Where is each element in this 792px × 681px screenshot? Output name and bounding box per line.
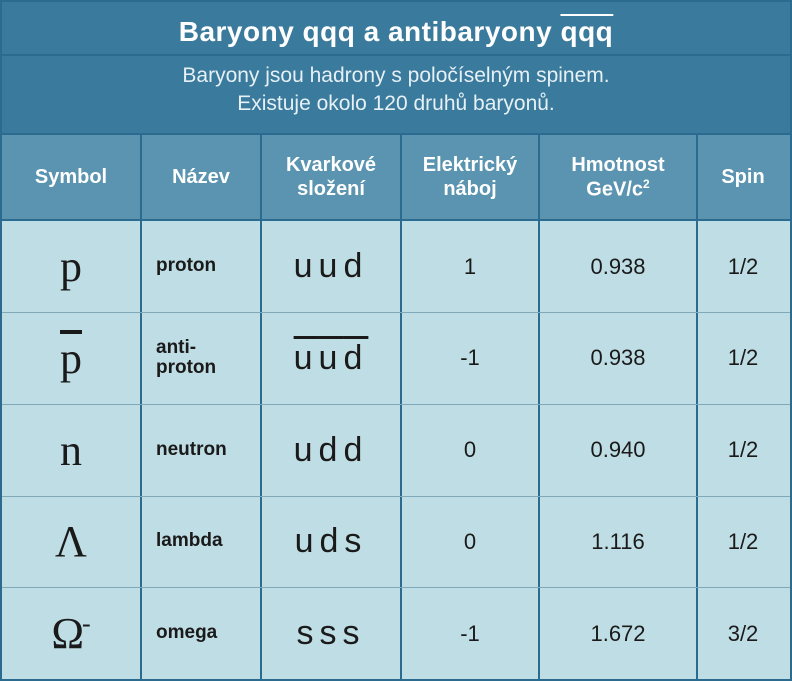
cell-name: proton [142, 221, 262, 312]
column-headers: Symbol Název Kvarkové složení Elektrický… [2, 135, 790, 222]
cell-quark: sss [262, 588, 402, 679]
header-mass-line2-prefix: GeV/c [586, 178, 643, 200]
cell-symbol: Λ [2, 497, 142, 588]
cell-symbol: Ω- [2, 588, 142, 679]
cell-charge: -1 [402, 588, 540, 679]
table-body: pprotonuud10.9381/2panti-protonuud-10.93… [2, 221, 790, 679]
table-row: Ω-omega sss -11.6723/2 [2, 588, 790, 679]
cell-symbol: p [2, 221, 142, 312]
header-mass-line1: Hmotnost [571, 154, 664, 176]
subtitle-line-1: Baryony jsou hadrony s poločíselným spin… [12, 62, 780, 90]
cell-mass: 1.672 [540, 588, 698, 679]
table-row: Λlambda uds 01.1161/2 [2, 497, 790, 589]
quark-composition: udd [294, 431, 369, 470]
header-name: Název [142, 135, 262, 220]
title-prefix: Baryony qqq a antibaryony [179, 16, 561, 47]
header-mass-exp: 2 [643, 177, 650, 191]
table-row: p anti-proton uud -10.9381/2 [2, 313, 790, 405]
cell-spin: 1/2 [698, 221, 788, 312]
cell-spin: 1/2 [698, 313, 788, 404]
particle-symbol: p [60, 241, 82, 292]
cell-mass: 1.116 [540, 497, 698, 588]
cell-symbol: n [2, 405, 142, 496]
quark-composition: uud [294, 247, 369, 286]
title-row: Baryony qqq a antibaryony qqq [2, 2, 790, 56]
table-row: n neutron udd 00.9401/2 [2, 405, 790, 497]
cell-charge: 0 [402, 497, 540, 588]
cell-quark: uud [262, 221, 402, 312]
header-mass: Hmotnost GeV/c2 [540, 135, 698, 220]
cell-quark: udd [262, 405, 402, 496]
header-quark: Kvarkové složení [262, 135, 402, 220]
cell-charge: 1 [402, 221, 540, 312]
cell-charge: -1 [402, 313, 540, 404]
cell-spin: 3/2 [698, 588, 788, 679]
header-spin: Spin [698, 135, 788, 220]
quark-composition: uds [295, 522, 368, 561]
particle-symbol: p [60, 333, 82, 384]
subtitle-row: Baryony jsou hadrony s poločíselným spin… [2, 56, 790, 135]
particle-symbol: n [60, 425, 82, 476]
header-charge: Elektrický náboj [402, 135, 540, 220]
cell-quark: uud [262, 313, 402, 404]
cell-name: lambda [142, 497, 262, 588]
cell-name: neutron [142, 405, 262, 496]
baryon-table: Baryony qqq a antibaryony qqq Baryony js… [0, 0, 792, 681]
particle-symbol: Λ [55, 516, 87, 567]
cell-name: omega [142, 588, 262, 679]
cell-symbol: p [2, 313, 142, 404]
subtitle-line-2: Existuje okolo 120 druhů baryonů. [12, 90, 780, 118]
quark-composition: sss [297, 614, 366, 653]
cell-mass: 0.938 [540, 313, 698, 404]
particle-symbol: Ω- [51, 608, 90, 659]
title-text: Baryony qqq a antibaryony qqq [179, 16, 614, 47]
cell-charge: 0 [402, 405, 540, 496]
cell-spin: 1/2 [698, 497, 788, 588]
cell-mass: 0.940 [540, 405, 698, 496]
quark-composition: uud [294, 339, 369, 378]
cell-mass: 0.938 [540, 221, 698, 312]
table-row: p proton uud 10.9381/2 [2, 221, 790, 313]
header-symbol: Symbol [2, 135, 142, 220]
title-anti-qqq: qqq [560, 16, 613, 47]
cell-spin: 1/2 [698, 405, 788, 496]
cell-name: anti-proton [142, 313, 262, 404]
cell-quark: uds [262, 497, 402, 588]
